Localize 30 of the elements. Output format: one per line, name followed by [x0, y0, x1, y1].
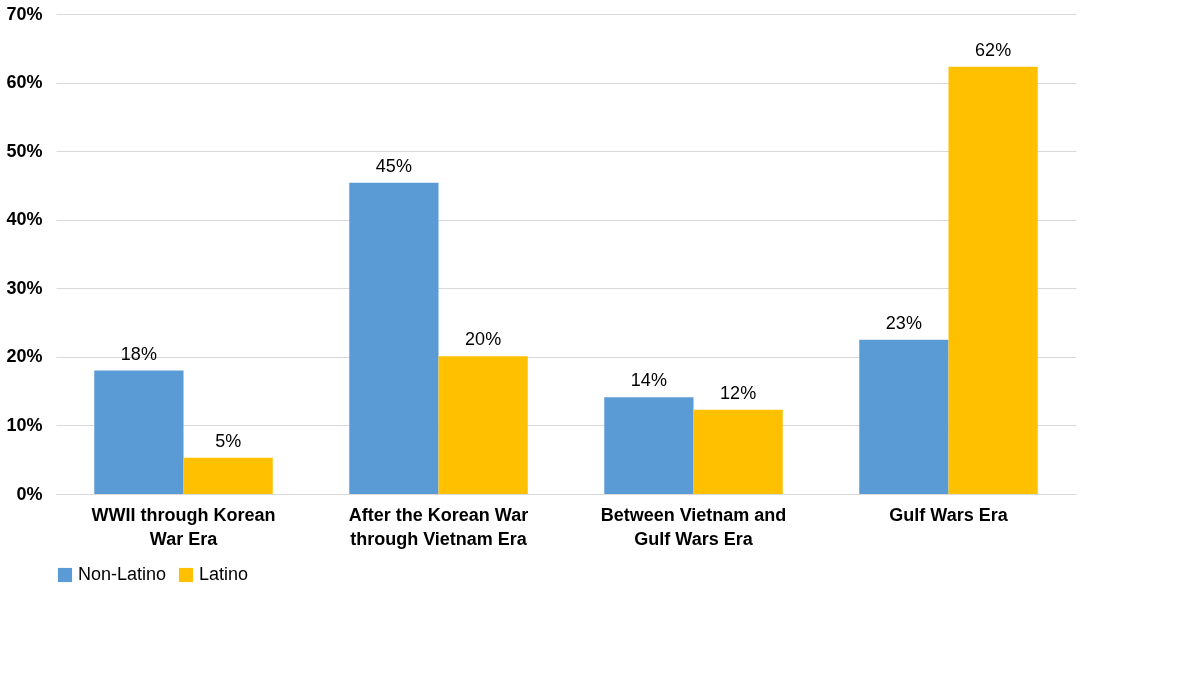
data-label: 62% — [975, 39, 1012, 60]
data-label: 20% — [465, 329, 502, 350]
bar — [438, 356, 528, 494]
y-tick-label: 10% — [6, 414, 43, 435]
bar — [94, 370, 184, 494]
y-tick-label: 60% — [6, 72, 43, 93]
data-label: 5% — [215, 430, 242, 451]
x-tick-label: After the Korean War through Vietnam Era — [348, 504, 529, 549]
bar — [604, 397, 694, 494]
y-tick-label: 20% — [6, 346, 43, 367]
x-tick-label: WWII through Korean War Era — [91, 504, 276, 549]
bar — [349, 182, 439, 494]
y-tick-label: 50% — [6, 140, 43, 161]
data-label: 18% — [120, 343, 157, 364]
data-label: 23% — [885, 312, 922, 333]
y-tick-label: 40% — [6, 209, 43, 230]
legend-label: Latino — [199, 564, 249, 584]
bar — [693, 409, 783, 494]
bar — [859, 339, 949, 494]
data-label: 12% — [720, 382, 757, 403]
legend-label: Non-Latino — [78, 564, 167, 584]
y-tick-label: 30% — [6, 277, 43, 298]
bar — [948, 66, 1038, 494]
y-tick-label: 70% — [6, 3, 43, 24]
x-tick-label: Gulf Wars Era — [889, 504, 1009, 525]
bar — [183, 457, 273, 494]
data-label: 45% — [375, 155, 412, 176]
y-tick-label: 0% — [16, 483, 43, 504]
data-label: 14% — [630, 370, 667, 391]
x-tick-label: Between Vietnam and Gulf Wars Era — [600, 504, 787, 549]
